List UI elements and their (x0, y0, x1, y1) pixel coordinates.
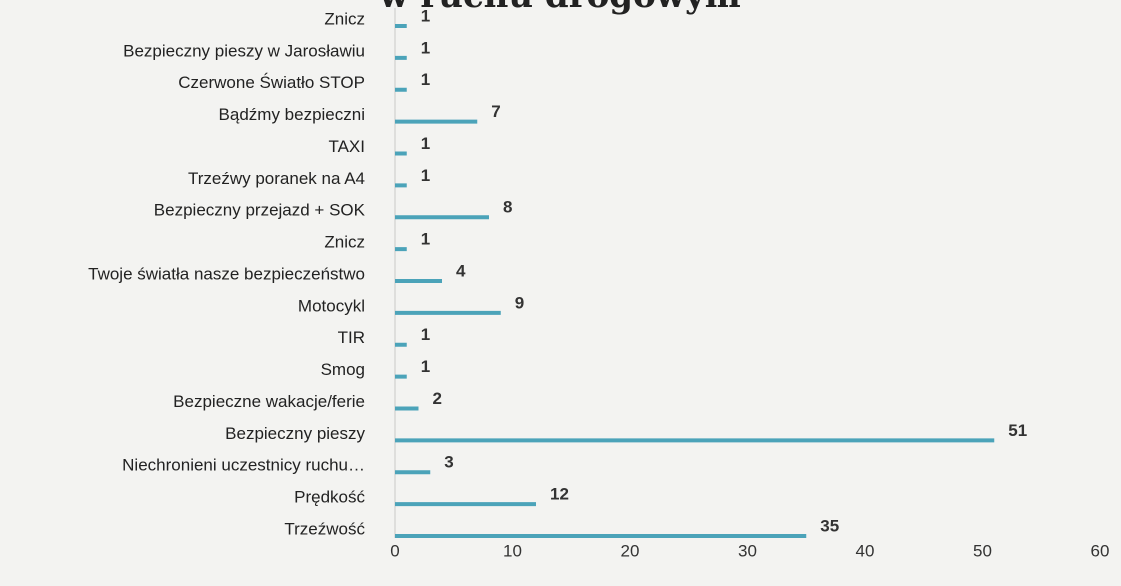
bar (395, 119, 478, 124)
value-label: 1 (421, 6, 430, 25)
y-tick-label: Twoje światła nasze bezpieczeństwo (88, 264, 365, 283)
bar (395, 55, 407, 60)
y-tick-label: Znicz (324, 233, 365, 252)
bar (395, 374, 407, 379)
bar (395, 310, 501, 315)
bar (395, 406, 419, 411)
bar (395, 342, 407, 347)
value-label: 1 (421, 357, 430, 376)
y-tick-label: Prędkość (294, 488, 365, 507)
x-tick-label: 0 (390, 541, 399, 560)
y-tick-label: Czerwone Światło STOP (178, 73, 365, 92)
y-tick-label: Bezpieczny pieszy w Jarosławiu (123, 41, 365, 60)
value-label: 9 (515, 293, 524, 312)
x-tick-label: 60 (1091, 541, 1110, 560)
y-tick-label: Bezpieczny pieszy (225, 424, 365, 443)
value-label: 1 (421, 38, 430, 57)
y-tick-label: Bezpieczny przejazd + SOK (154, 201, 366, 220)
value-label: 1 (421, 134, 430, 153)
x-tick-label: 10 (503, 541, 522, 560)
value-label: 3 (444, 453, 453, 472)
chart-title: w ruchu drogowym (378, 0, 741, 16)
value-label: 7 (491, 102, 500, 121)
value-label: 12 (550, 485, 569, 504)
bar (395, 215, 489, 220)
value-label: 8 (503, 198, 512, 217)
y-tick-label: TAXI (328, 137, 365, 156)
bar (395, 87, 407, 92)
x-tick-label: 20 (621, 541, 640, 560)
bar (395, 24, 407, 28)
y-tick-label: Motocykl (298, 296, 365, 315)
bar (395, 502, 536, 507)
x-tick-label: 40 (856, 541, 875, 560)
y-tick-label: Trzeźwość (284, 519, 365, 538)
value-label: 4 (456, 261, 466, 280)
bar (395, 470, 431, 475)
y-tick-label: Smog (321, 360, 365, 379)
value-label: 1 (421, 166, 430, 185)
y-tick-label: Bezpieczne wakacje/ferie (173, 392, 365, 411)
y-tick-label: TIR (338, 328, 365, 347)
bar (395, 247, 407, 252)
value-label: 1 (421, 230, 430, 249)
y-tick-label: Znicz (324, 9, 365, 28)
bar (395, 151, 407, 156)
bar (395, 438, 995, 443)
value-label: 35 (820, 516, 839, 535)
bar (395, 534, 807, 538)
y-tick-label: Trzeźwy poranek na A4 (188, 169, 365, 188)
x-tick-label: 50 (973, 541, 992, 560)
bar (395, 183, 407, 188)
value-label: 51 (1008, 421, 1027, 440)
y-tick-label: Niechronieni uczestnicy ruchu… (122, 456, 365, 475)
y-tick-label: Bądźmy bezpieczni (219, 105, 365, 124)
value-label: 1 (421, 70, 430, 89)
value-label: 2 (433, 389, 442, 408)
value-label: 1 (421, 325, 430, 344)
x-tick-label: 30 (738, 541, 757, 560)
bar (395, 279, 442, 283)
